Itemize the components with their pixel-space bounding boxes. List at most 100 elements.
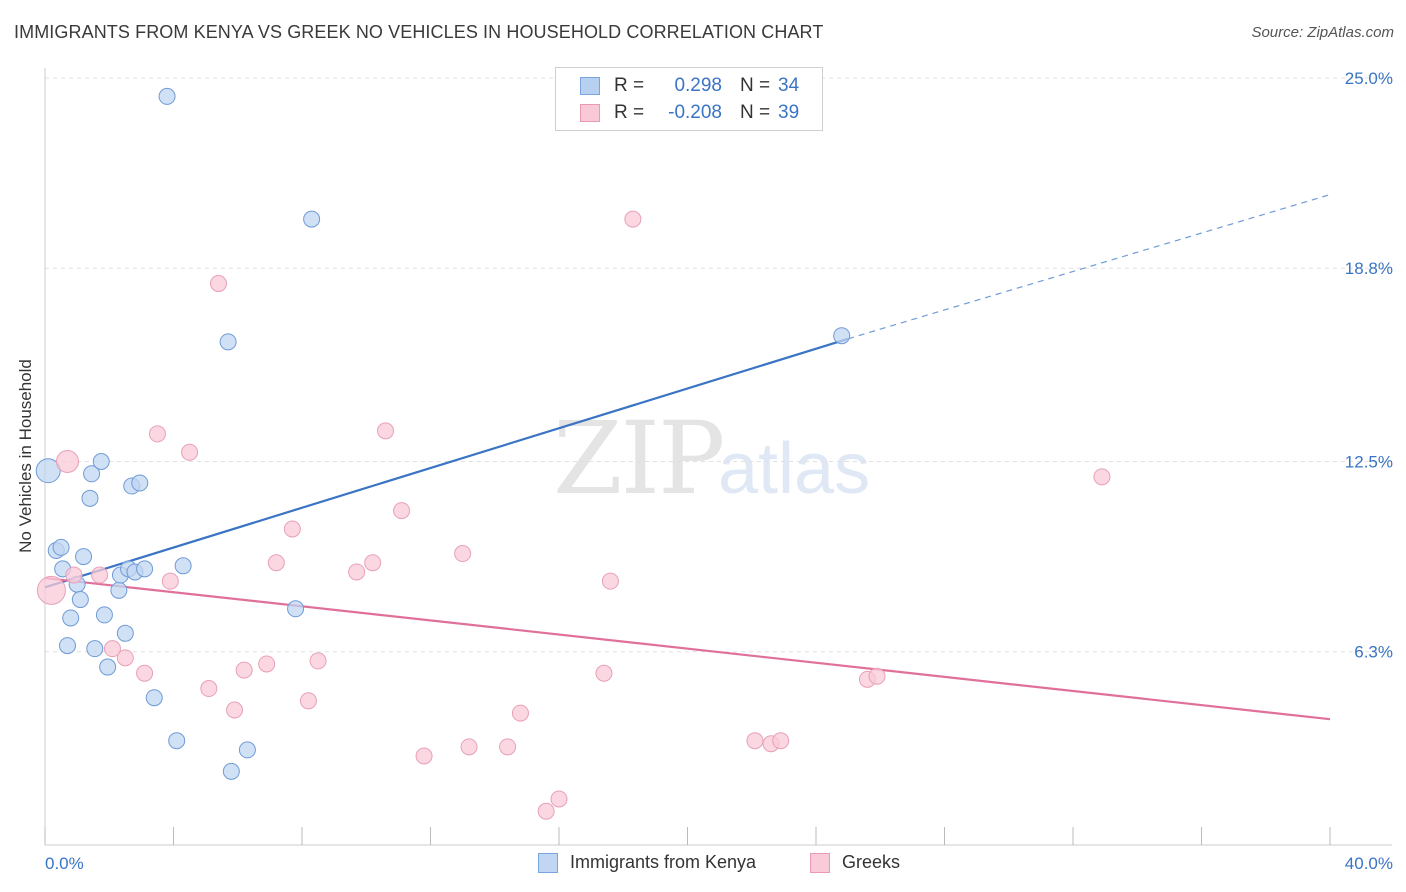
y-axis-label: No Vehicles in Household [16,359,35,553]
data-point-kenya [92,453,110,470]
data-point-kenya [116,624,134,642]
data-point-greeks [161,572,179,590]
data-point-kenya [95,606,113,624]
data-point-greeks [65,566,83,584]
data-point-greeks [595,664,613,682]
watermark-atlas: atlas [718,429,871,509]
data-point-greeks [309,652,327,670]
legend-item-greeks: Greeks [810,852,900,873]
legend-swatch-kenya [538,852,558,873]
data-point-kenya [833,327,851,345]
legend-swatch-greeks [810,852,830,873]
data-point-greeks [550,790,568,808]
trendlines [44,194,1331,721]
data-point-kenya [145,689,163,707]
data-point-kenya [174,557,192,575]
data-point-greeks [499,738,517,756]
data-point-greeks [200,680,218,698]
data-point-greeks [460,738,478,756]
data-points [35,87,1111,820]
data-point-greeks [91,566,109,584]
legend-row-greeks: R = -0.208 N = 39 [580,100,799,126]
y-tick-label: 12.5% [1345,453,1393,472]
data-point-greeks [267,554,285,572]
data-point-greeks [116,649,134,667]
data-point-greeks [258,655,276,673]
y-tick-label: 25.0% [1345,69,1393,88]
data-point-greeks [377,422,395,440]
data-point-kenya [219,333,237,351]
data-point-greeks [226,701,244,719]
data-point-greeks [601,572,619,590]
data-point-greeks [209,275,227,293]
data-point-greeks [1093,468,1111,486]
stats-legend: R = 0.298 N = 34 R = -0.208 N = 39 [555,67,823,131]
data-point-kenya [62,609,80,627]
data-point-kenya [131,474,149,492]
legend-swatch-greeks [580,104,600,122]
data-point-greeks [364,554,382,572]
chart-title: IMMIGRANTS FROM KENYA VS GREEK NO VEHICL… [14,22,824,42]
data-point-greeks [299,692,317,710]
data-point-greeks [181,443,199,461]
y-tick-label: 6.3% [1354,643,1393,662]
data-point-greeks [454,545,472,563]
tick-labels: 6.3% 12.5% 18.8% 25.0% 0.0% 40.0% [45,69,1393,873]
trendline-kenya-extension [847,194,1331,340]
data-point-kenya [83,465,101,483]
x-tick-label: 0.0% [45,854,84,873]
legend-swatch-kenya [580,77,600,95]
legend-r-label: R = [614,75,645,96]
data-point-greeks [393,502,411,520]
data-point-greeks [55,450,79,473]
data-point-greeks [103,640,121,658]
data-point-kenya [99,658,117,676]
grid-lines [45,77,1392,653]
data-point-kenya [86,640,104,658]
data-point-greeks [136,664,154,682]
data-point-greeks [235,661,253,679]
x-tick-label: 40.0% [1345,854,1393,873]
data-point-greeks [511,704,529,722]
data-point-greeks [537,802,555,820]
data-point-kenya [71,591,89,609]
legend-row-kenya: R = 0.298 N = 34 [580,73,799,99]
legend-r-label: R = [614,102,645,123]
data-point-greeks [148,425,166,443]
data-point-kenya [35,458,61,484]
data-point-kenya [168,732,186,750]
data-point-kenya [238,741,256,759]
legend-label-greeks: Greeks [842,852,901,872]
data-point-greeks [868,667,886,685]
data-point-kenya [303,210,321,228]
legend-r-value: -0.208 [668,102,722,123]
data-point-kenya [222,762,240,780]
data-point-kenya [58,637,76,655]
legend-item-kenya: Immigrants from Kenya [538,852,756,873]
legend-n-label: N = [740,102,771,123]
watermark-zip: ZIP [553,400,725,517]
data-point-kenya [75,548,93,566]
data-point-greeks [772,732,790,750]
data-point-kenya [52,538,70,556]
data-point-greeks [283,520,301,538]
data-point-kenya [287,600,305,618]
data-point-greeks [746,732,764,750]
y-tick-label: 18.8% [1345,259,1393,278]
data-point-kenya [81,489,99,507]
data-point-greeks [624,210,642,228]
data-point-kenya [136,560,154,578]
legend-n-value: 39 [778,102,800,123]
data-point-greeks [415,747,433,765]
legend-label-kenya: Immigrants from Kenya [570,852,757,872]
data-point-kenya [110,581,128,599]
data-point-greeks [348,563,366,581]
legend-r-value: 0.298 [674,75,722,96]
trendline-kenya [44,337,849,589]
data-point-kenya [158,87,176,105]
legend-n-label: N = [740,75,771,96]
data-point-greeks [36,575,66,605]
axes [44,68,1392,846]
trendline-greeks [44,576,1331,721]
